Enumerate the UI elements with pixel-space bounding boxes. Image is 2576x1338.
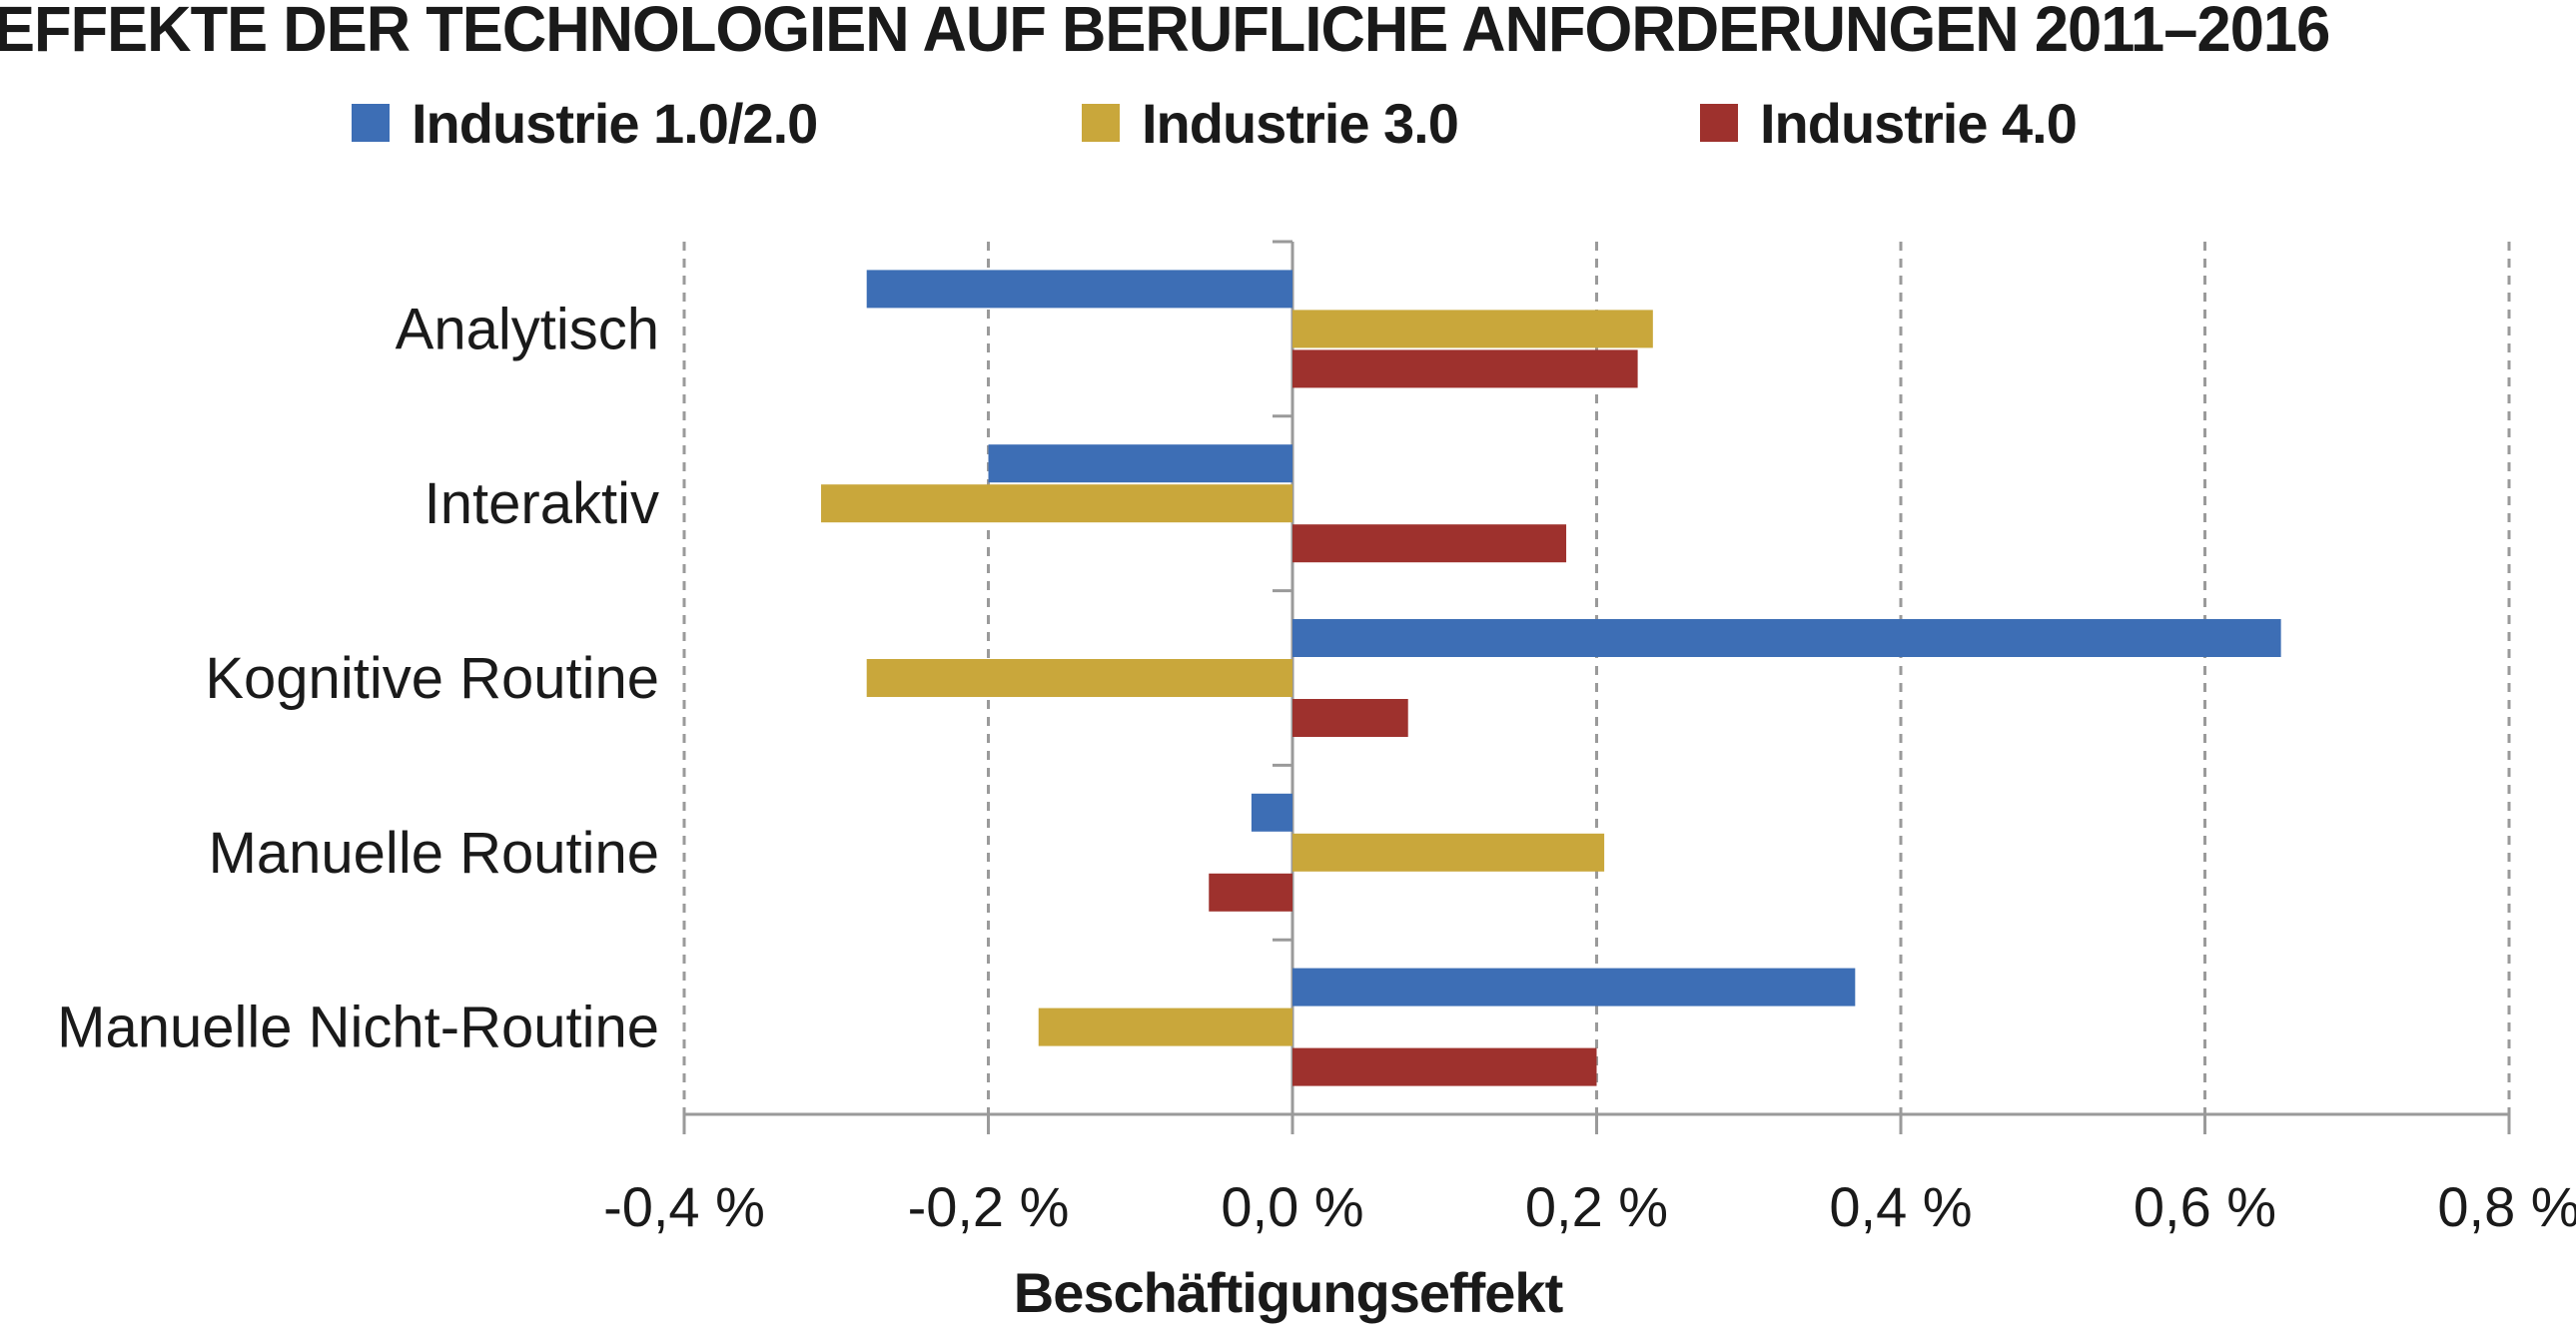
x-tick-label-1: -0,2 %	[908, 1175, 1070, 1238]
legend-swatch-industrie-4	[1700, 104, 1738, 142]
bar-3-0	[1251, 793, 1292, 832]
bar-1-2	[1292, 524, 1567, 563]
legend: Industrie 1.0/2.0 Industrie 3.0 Industri…	[0, 88, 2576, 158]
bar-3-1	[1292, 833, 1605, 872]
bar-1-0	[988, 444, 1292, 483]
category-label-4: Manuelle Nicht-Routine	[57, 996, 659, 1060]
legend-item-industrie-4: Industrie 4.0	[1700, 88, 2078, 158]
legend-swatch-industrie-3	[1082, 104, 1120, 142]
legend-item-industrie-1-2: Industrie 1.0/2.0	[352, 88, 818, 158]
legend-swatch-industrie-1-2	[352, 104, 390, 142]
bar-1-1	[821, 484, 1292, 523]
bar-4-2	[1292, 1047, 1597, 1086]
x-tick-label-0: -0,4 %	[603, 1175, 765, 1238]
x-tick-label-3: 0,2 %	[1525, 1175, 1668, 1238]
x-axis-label: Beschäftigungseffekt	[1013, 1261, 1563, 1324]
chart-title: EFFEKTE DER TECHNOLOGIEN AUF BERUFLICHE …	[0, 0, 2330, 65]
category-label-0: Analytisch	[396, 297, 659, 361]
x-tick-label-5: 0,6 %	[2134, 1175, 2276, 1238]
bar-0-1	[1292, 310, 1653, 348]
legend-label-industrie-3: Industrie 3.0	[1142, 91, 1459, 155]
bar-2-1	[866, 659, 1292, 697]
x-tick-label-4: 0,4 %	[1829, 1175, 1972, 1238]
bar-0-0	[866, 270, 1292, 309]
x-tick-label-6: 0,8 %	[2437, 1175, 2576, 1238]
bar-0-2	[1292, 349, 1638, 388]
bar-3-2	[1209, 873, 1292, 912]
legend-item-industrie-3: Industrie 3.0	[1082, 88, 1459, 158]
bar-2-0	[1292, 619, 2281, 657]
x-tick-label-2: 0,0 %	[1221, 1175, 1363, 1238]
category-label-2: Kognitive Routine	[205, 646, 659, 711]
legend-label-industrie-4: Industrie 4.0	[1760, 91, 2078, 155]
category-label-1: Interaktiv	[425, 471, 659, 536]
bar-4-0	[1292, 968, 1856, 1006]
legend-label-industrie-1-2: Industrie 1.0/2.0	[412, 91, 818, 155]
bar-4-1	[1038, 1007, 1292, 1046]
bar-2-2	[1292, 699, 1408, 737]
category-label-3: Manuelle Routine	[209, 821, 659, 886]
